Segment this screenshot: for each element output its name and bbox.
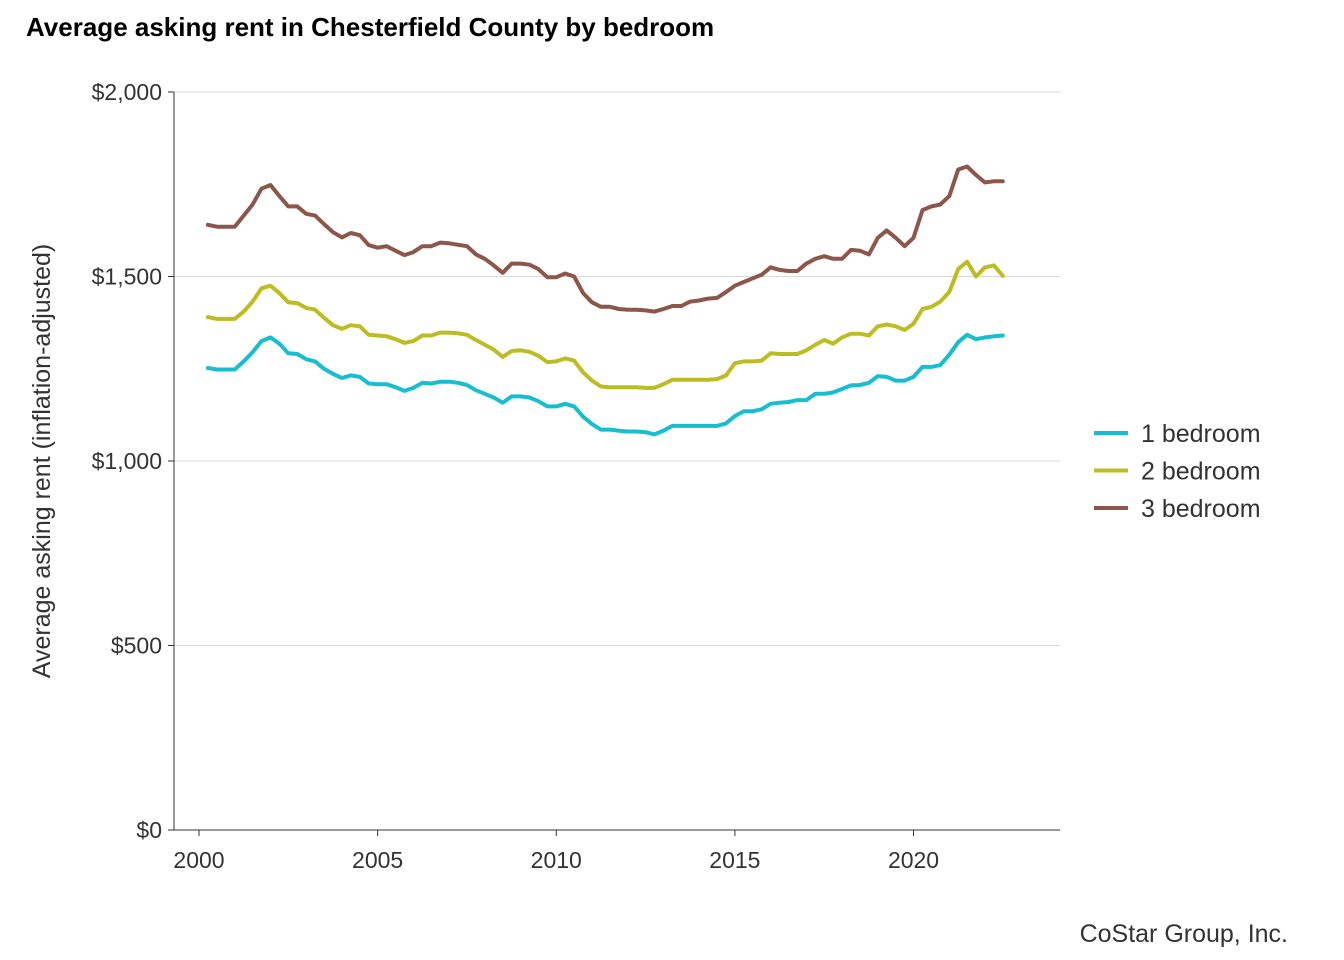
legend-label: 1 bedroom bbox=[1141, 420, 1261, 448]
series-lines bbox=[205, 164, 1005, 437]
gridlines bbox=[174, 91, 1060, 646]
x-tick-label: 2020 bbox=[888, 847, 939, 873]
y-axis-title: Average asking rent (inflation-adjusted) bbox=[28, 244, 56, 679]
legend: 1 bedroom 2 bedroom 3 bedroom bbox=[1094, 420, 1261, 523]
x-tick-label: 2005 bbox=[352, 847, 403, 873]
x-tick-label: 2000 bbox=[173, 847, 224, 873]
y-tick-label: $0 bbox=[136, 817, 162, 843]
y-axis-ticks: $0 $500 $1,000 $1,500 $2,000 bbox=[92, 79, 174, 843]
y-tick-label: $1,500 bbox=[92, 264, 162, 290]
x-axis-ticks: 2000 2005 2010 2015 2020 bbox=[173, 830, 939, 873]
series-line-2-bedroom bbox=[205, 259, 1005, 390]
y-tick-label: $500 bbox=[111, 633, 162, 659]
source-caption: CoStar Group, Inc. bbox=[1079, 920, 1288, 948]
series-line-3-bedroom bbox=[205, 164, 1005, 314]
legend-label: 3 bedroom bbox=[1141, 495, 1261, 523]
x-tick-label: 2010 bbox=[531, 847, 582, 873]
y-tick-label: $1,000 bbox=[92, 448, 162, 474]
chart-title: Average asking rent in Chesterfield Coun… bbox=[26, 12, 715, 42]
x-tick-label: 2015 bbox=[709, 847, 760, 873]
y-tick-label: $2,000 bbox=[92, 79, 162, 105]
series-line-1-bedroom bbox=[205, 332, 1005, 437]
legend-label: 2 bedroom bbox=[1141, 458, 1261, 486]
